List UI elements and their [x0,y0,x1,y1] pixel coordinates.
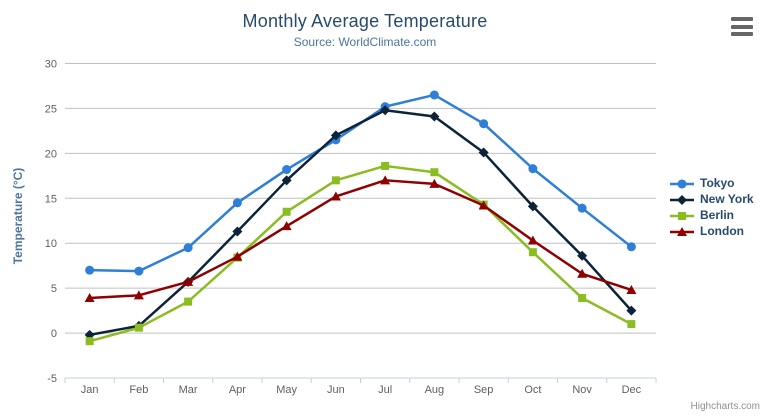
y-axis-label: 0 [51,328,57,340]
legend-marker-london [670,226,694,236]
x-axis-label: Feb [129,384,148,396]
point-tokyo-aug[interactable] [429,90,439,100]
x-axis-label: Aug [425,384,445,396]
y-axis-label: 10 [45,238,57,250]
x-axis-label: Mar [179,384,198,396]
y-axis-label: 15 [45,193,57,205]
point-london-mar[interactable] [183,276,194,286]
legend: Tokyo New York Berlin London [669,177,754,238]
x-axis-label: Jul [378,384,392,396]
x-axis-label: Nov [572,384,592,396]
point-berlin-jul[interactable] [381,161,390,170]
series-line-berlin[interactable] [88,164,633,343]
point-berlin-mar[interactable] [184,297,193,306]
point-tokyo-may[interactable] [282,165,292,175]
point-london-may[interactable] [281,221,292,231]
point-london-nov[interactable] [577,268,588,278]
x-axis-label: Jun [327,384,345,396]
point-tokyo-nov[interactable] [577,203,587,213]
point-tokyo-feb[interactable] [134,266,144,276]
hamburger-icon [731,17,753,21]
legend-item-london[interactable]: London [669,225,754,238]
point-new-york-sep[interactable] [478,147,489,158]
legend-item-berlin[interactable]: Berlin [669,209,754,222]
point-berlin-may[interactable] [282,207,291,216]
x-axis-label: Jan [81,384,99,396]
point-new-york-oct[interactable] [527,201,538,212]
point-london-oct[interactable] [527,235,538,245]
y-axis-label: 30 [45,59,57,71]
legend-label-berlin: Berlin [700,208,735,222]
point-london-jan[interactable] [84,293,95,303]
point-berlin-jun[interactable] [331,176,340,185]
highcharts-credit[interactable]: Highcharts.com [690,401,760,412]
series-line-new-york[interactable] [88,108,633,337]
point-london-aug[interactable] [429,178,440,188]
x-axis-label: Oct [524,384,541,396]
point-tokyo-mar[interactable] [183,243,193,253]
legend-symbol-berlin[interactable] [678,211,686,220]
hamburger-icon [731,32,753,36]
x-axis-label: Sep [474,384,494,396]
legend-symbol-tokyo[interactable] [677,179,687,188]
y-axis-label: 20 [45,148,57,160]
series-line-london[interactable] [88,179,633,300]
y-axis-label: 25 [45,103,57,115]
point-london-dec[interactable] [626,284,637,294]
x-axis-label: May [276,384,297,396]
legend-item-tokyo[interactable]: Tokyo [669,177,754,190]
point-berlin-feb[interactable] [134,323,143,332]
point-london-jun[interactable] [330,191,341,201]
point-berlin-dec[interactable] [627,320,636,329]
legend-label-new-york: New York [700,192,754,206]
export-menu-button[interactable] [731,17,753,36]
point-berlin-oct[interactable] [528,248,537,257]
x-axis-label: Apr [229,384,246,396]
point-tokyo-apr[interactable] [232,198,242,208]
point-new-york-may[interactable] [281,175,292,186]
point-new-york-jul[interactable] [380,105,391,116]
series-line-tokyo[interactable] [88,93,633,273]
legend-symbol-london[interactable] [677,226,687,236]
point-berlin-jan[interactable] [85,337,94,346]
legend-label-london: London [700,224,744,238]
chart-title: Monthly Average Temperature [242,11,488,31]
point-berlin-nov[interactable] [578,294,587,303]
point-tokyo-oct[interactable] [528,164,538,174]
legend-marker-berlin [670,211,694,220]
y-axis-label: 5 [51,283,57,295]
point-new-york-jun[interactable] [330,130,341,141]
point-new-york-dec[interactable] [626,305,637,316]
point-new-york-apr[interactable] [232,226,243,237]
legend-item-new-york[interactable]: New York [669,193,754,206]
chart-subtitle: Source: WorldClimate.com [293,35,437,49]
point-tokyo-jan[interactable] [85,265,95,275]
point-new-york-nov[interactable] [577,250,588,261]
legend-marker-tokyo [670,179,694,188]
x-axis-label: Dec [622,384,642,396]
legend-marker-new-york [670,194,694,205]
point-london-apr[interactable] [232,251,243,261]
point-london-jul[interactable] [380,175,391,185]
point-tokyo-sep[interactable] [479,119,489,129]
legend-label-tokyo: Tokyo [700,176,735,190]
y-axis-title: Temperature (°C) [11,167,25,265]
y-axis-label: -5 [47,373,57,385]
point-berlin-aug[interactable] [430,168,439,177]
point-tokyo-dec[interactable] [626,242,636,252]
hamburger-icon [731,24,753,29]
point-new-york-aug[interactable] [429,111,440,122]
legend-symbol-new-york[interactable] [677,194,687,205]
point-london-feb[interactable] [133,290,144,300]
point-london-sep[interactable] [478,200,489,210]
